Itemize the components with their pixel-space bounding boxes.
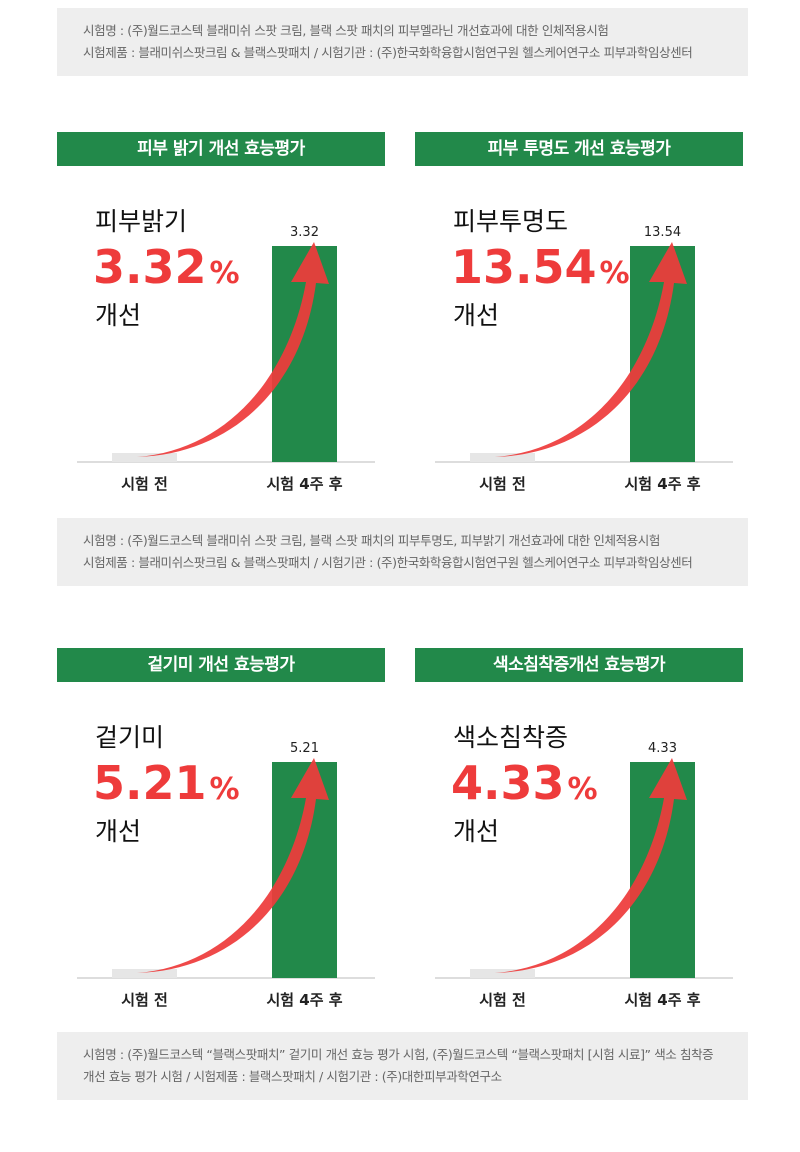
- x-tick-label: 시험 4주 후: [266, 475, 342, 492]
- growth-arrow: [495, 758, 687, 973]
- test-note-1: 시험명 : (주)월드코스텍 블래미쉬 스팟 크림, 블랙 스팟 패치의 피부멜…: [57, 8, 748, 76]
- note-line: 시험명 : (주)월드코스텍 블래미쉬 스팟 크림, 블랙 스팟 패치의 피부투…: [83, 533, 660, 548]
- bar-before: [112, 453, 177, 462]
- bar-before: [112, 969, 177, 978]
- note-line: 시험명 : (주)월드코스텍 블래미쉬 스팟 크림, 블랙 스팟 패치의 피부멜…: [83, 23, 609, 38]
- chart-title: 겉기미 개선 효능평가: [57, 648, 385, 682]
- data-label: 3.32: [290, 225, 319, 240]
- test-note-3: 시험명 : (주)월드코스텍 “블랙스팟패치” 겉기미 개선 효능 평가 시험,…: [57, 1032, 748, 1100]
- data-label: 5.21: [290, 741, 319, 756]
- bar-before: [470, 453, 535, 462]
- x-tick-label: 시험 4주 후: [266, 991, 342, 1008]
- test-note-2: 시험명 : (주)월드코스텍 블래미쉬 스팟 크림, 블랙 스팟 패치의 피부투…: [57, 518, 748, 586]
- data-label: 4.33: [648, 741, 677, 756]
- chart-title: 피부 밝기 개선 효능평가: [57, 132, 385, 166]
- x-tick-label: 시험 전: [121, 475, 168, 492]
- highlight-value: 3.32%: [93, 240, 240, 294]
- improvement-label: 개선: [453, 817, 499, 846]
- improvement-label: 개선: [453, 301, 499, 330]
- growth-arrow: [495, 242, 687, 457]
- improvement-label: 개선: [95, 301, 141, 330]
- note-line: 시험제품 : 블래미쉬스팟크림 & 블랙스팟패치 / 시험기관 : (주)한국화…: [83, 45, 693, 60]
- metric-label: 색소침착증: [453, 723, 568, 752]
- x-tick-label: 시험 전: [121, 991, 168, 1008]
- highlight-value: 4.33%: [451, 756, 598, 810]
- bar-before: [470, 969, 535, 978]
- metric-label: 피부밝기: [95, 207, 187, 236]
- chart-title: 색소침착증개선 효능평가: [415, 648, 743, 682]
- x-tick-label: 시험 전: [479, 991, 526, 1008]
- chart-title: 피부 투명도 개선 효능평가: [415, 132, 743, 166]
- metric-label: 피부투명도: [453, 207, 568, 236]
- note-line: 시험제품 : 블래미쉬스팟크림 & 블랙스팟패치 / 시험기관 : (주)한국화…: [83, 555, 693, 570]
- note-line: 개선 효능 평가 시험 / 시험제품 : 블랙스팟패치 / 시험기관 : (주)…: [83, 1069, 502, 1084]
- x-tick-label: 시험 전: [479, 475, 526, 492]
- growth-arrow: [137, 242, 329, 457]
- growth-arrow: [137, 758, 329, 973]
- metric-label: 겉기미: [95, 723, 164, 752]
- improvement-label: 개선: [95, 817, 141, 846]
- highlight-value: 5.21%: [93, 756, 240, 810]
- x-tick-label: 시험 4주 후: [624, 991, 700, 1008]
- highlight-value: 13.54%: [451, 240, 630, 294]
- data-label: 13.54: [644, 225, 681, 240]
- note-line: 시험명 : (주)월드코스텍 “블랙스팟패치” 겉기미 개선 효능 평가 시험,…: [83, 1047, 714, 1062]
- x-tick-label: 시험 4주 후: [624, 475, 700, 492]
